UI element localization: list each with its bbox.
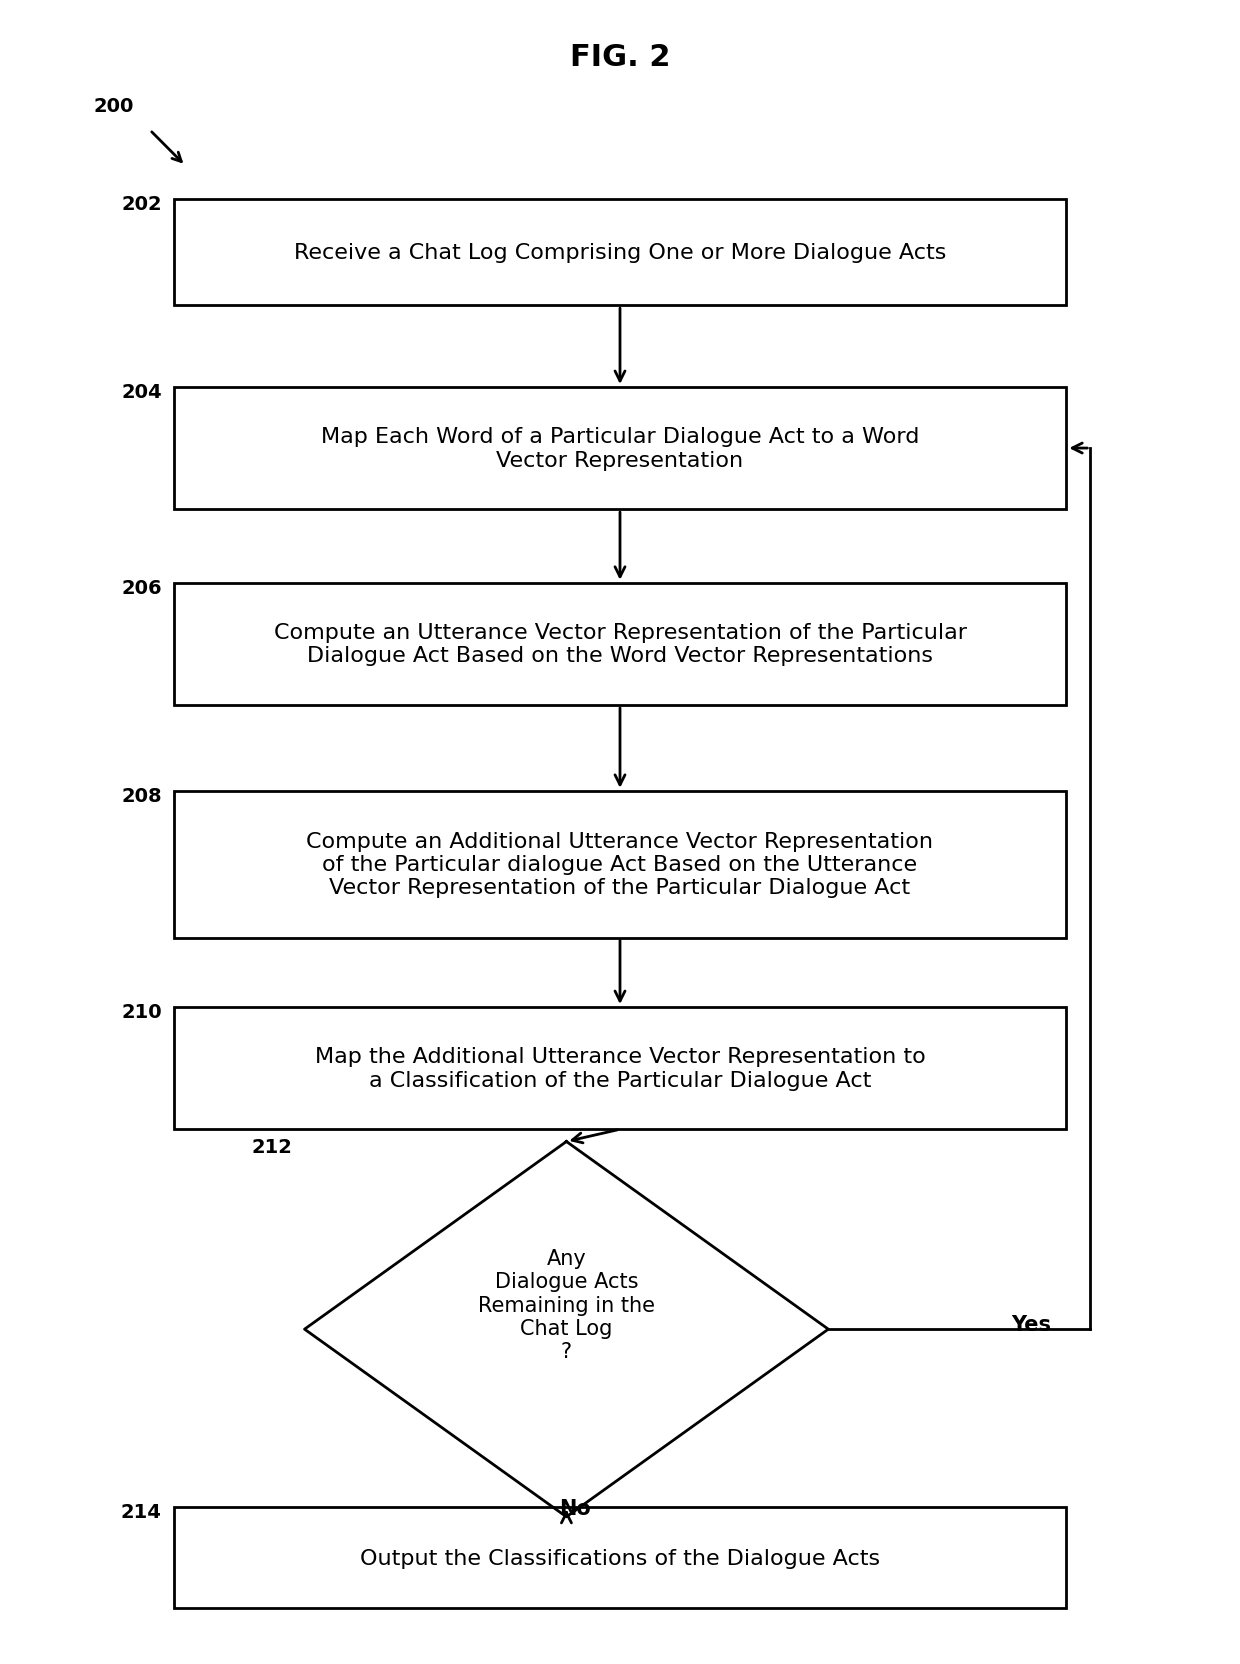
Text: 206: 206: [122, 579, 161, 597]
FancyBboxPatch shape: [174, 200, 1066, 306]
FancyBboxPatch shape: [174, 584, 1066, 706]
Text: 208: 208: [122, 787, 161, 805]
FancyBboxPatch shape: [174, 792, 1066, 938]
Text: Map the Additional Utterance Vector Representation to
a Classification of the Pa: Map the Additional Utterance Vector Repr…: [315, 1047, 925, 1090]
FancyBboxPatch shape: [174, 1508, 1066, 1607]
Text: Compute an Additional Utterance Vector Representation
of the Particular dialogue: Compute an Additional Utterance Vector R…: [306, 832, 934, 899]
Text: Yes: Yes: [1011, 1315, 1050, 1335]
Text: 200: 200: [94, 97, 134, 116]
Text: 204: 204: [122, 383, 161, 401]
Text: 214: 214: [120, 1503, 161, 1521]
Text: Receive a Chat Log Comprising One or More Dialogue Acts: Receive a Chat Log Comprising One or Mor…: [294, 243, 946, 263]
Text: 202: 202: [122, 195, 161, 215]
Text: FIG. 2: FIG. 2: [569, 43, 671, 72]
Text: Any
Dialogue Acts
Remaining in the
Chat Log
?: Any Dialogue Acts Remaining in the Chat …: [477, 1248, 655, 1361]
Text: 212: 212: [252, 1137, 293, 1156]
Text: No: No: [559, 1499, 590, 1519]
FancyBboxPatch shape: [174, 388, 1066, 509]
Text: Map Each Word of a Particular Dialogue Act to a Word
Vector Representation: Map Each Word of a Particular Dialogue A…: [321, 428, 919, 471]
FancyBboxPatch shape: [174, 1007, 1066, 1130]
Text: 210: 210: [122, 1002, 161, 1022]
Text: Compute an Utterance Vector Representation of the Particular
Dialogue Act Based : Compute an Utterance Vector Representati…: [274, 622, 966, 666]
Text: Output the Classifications of the Dialogue Acts: Output the Classifications of the Dialog…: [360, 1548, 880, 1567]
